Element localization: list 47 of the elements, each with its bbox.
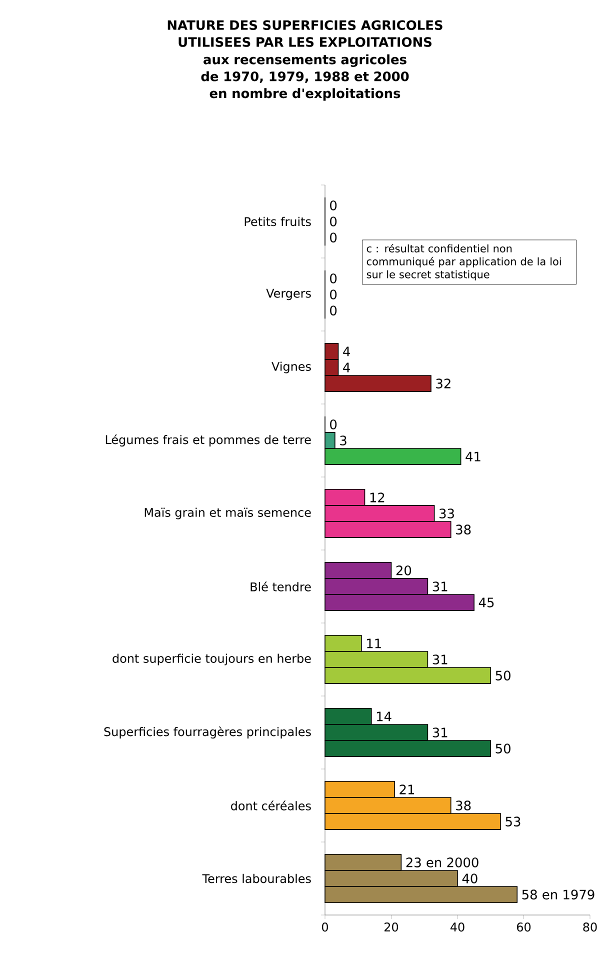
y-tick-label: Blé tendre [250, 582, 311, 592]
data-label: 12 [370, 492, 384, 502]
x-tick-label: 80 [583, 922, 597, 932]
chart-subtitle: aux recensements agricoles de 1970, 1979, 1988 et 2000 en nombre d'exploitations [201, 54, 409, 101]
data-label: 33 [439, 508, 454, 518]
data-label: 14 [376, 712, 392, 722]
data-label: 0 [330, 274, 337, 284]
data-label: 20 [396, 566, 412, 576]
y-tick-label: Vignes [272, 362, 311, 374]
data-label: 41 [466, 452, 480, 462]
data-label: 0 [330, 306, 337, 316]
data-label: 38 [456, 524, 471, 534]
data-label: 31 [432, 582, 448, 592]
y-tick-label: dont superficie toujours en herbe [112, 654, 311, 666]
data-label: 31 [432, 654, 448, 664]
data-label: 0 [330, 216, 337, 226]
data-label: 50 [496, 670, 510, 680]
data-label: 0 [330, 290, 337, 300]
y-tick-label: Petits fruits [244, 216, 311, 226]
y-tick-label: Vergers [266, 288, 311, 300]
x-tick-label: 0 [322, 922, 328, 932]
data-label: 4 [343, 346, 350, 356]
data-label: 23 en 2000 [406, 858, 478, 868]
data-label: 0 [330, 232, 337, 242]
data-label: 0 [330, 420, 337, 430]
data-label: 38 [456, 800, 471, 810]
data-label: 40 [462, 874, 478, 884]
annotation: c : résultat confidentiel non communiqué par application de la loi sur le secret statistique [366, 244, 561, 280]
y-tick-label: dont céréales [231, 800, 311, 810]
data-label: 32 [436, 378, 450, 388]
data-label: 11 [367, 638, 381, 648]
y-tick-label: Superficies fourragères principales [104, 726, 311, 739]
data-label: 50 [496, 744, 510, 754]
data-label: 3 [340, 436, 346, 446]
data-label: 31 [432, 728, 448, 738]
y-tick-label: Terres labourables [202, 874, 311, 884]
data-label: 45 [478, 598, 494, 608]
data-label: 21 [400, 784, 414, 794]
data-label: 4 [343, 362, 350, 372]
x-tick-label: 40 [450, 922, 464, 932]
data-label: 58 en 1979 [522, 890, 594, 900]
x-tick-label: 20 [384, 922, 398, 932]
x-tick-label: 60 [516, 922, 531, 932]
y-tick-label: Maïs grain et maïs semence [144, 508, 311, 520]
data-label: 53 [506, 816, 520, 826]
data-label: 0 [330, 200, 337, 210]
y-tick-label: Légumes frais et pommes de terre [106, 434, 311, 447]
